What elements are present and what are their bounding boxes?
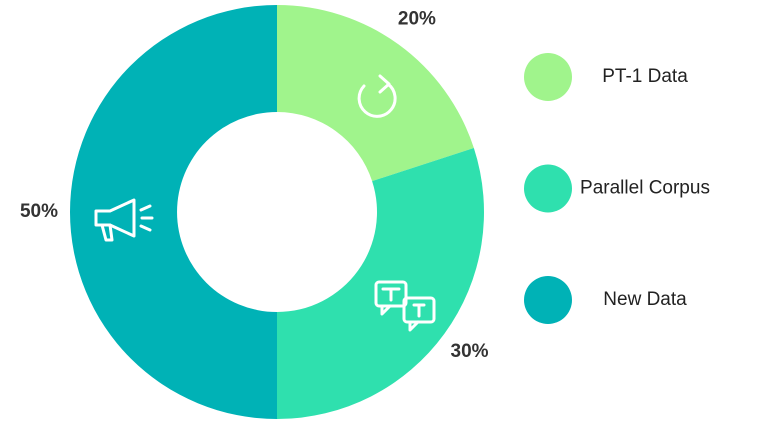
legend-label: Parallel Corpus (580, 178, 710, 199)
legend-swatch (524, 164, 572, 213)
legend: PT-1 Data Parallel Corpus New Data (524, 53, 710, 324)
slice (277, 148, 485, 419)
value-label: 30% (451, 341, 489, 362)
megaphone-icon (94, 198, 154, 242)
legend-swatch (524, 276, 572, 324)
bubble-tail (380, 304, 392, 316)
slices (70, 5, 485, 419)
refresh-arrow (378, 74, 391, 94)
glyphs (381, 287, 426, 318)
megaphone-handle (100, 223, 114, 242)
megaphone-sound (139, 204, 154, 232)
labels: 20% 30% 50% (20, 8, 489, 361)
megaphone-body (94, 198, 136, 238)
legend-swatch (524, 53, 572, 101)
slice (70, 5, 277, 419)
bubble-tail (408, 320, 420, 332)
value-label: 50% (20, 201, 58, 222)
refresh-icon (357, 74, 397, 118)
legend-label: New Data (603, 289, 687, 310)
icons (94, 74, 436, 332)
refresh-arc (357, 82, 397, 118)
value-label: 20% (398, 8, 436, 29)
legend-label: PT-1 Data (602, 66, 688, 87)
slice (277, 5, 474, 182)
translate-icon (374, 280, 436, 332)
